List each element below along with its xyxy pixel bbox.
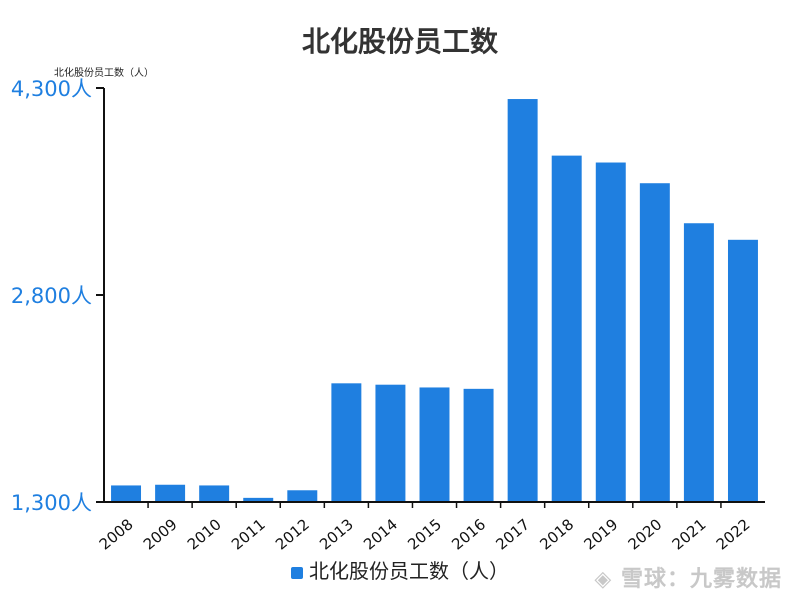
x-tick-label: 2016 <box>448 515 489 553</box>
chart-title: 北化股份员工数 <box>301 25 498 58</box>
bar-2018 <box>551 155 582 502</box>
x-tick-label: 2021 <box>669 515 710 553</box>
bar-2009 <box>155 484 186 502</box>
bar-2008 <box>111 485 142 502</box>
x-tick-label: 2017 <box>492 515 533 553</box>
y-tick-label: 2,800人 <box>11 284 92 308</box>
y-axis-unit-label: 北化股份员工数（人） <box>54 68 154 79</box>
legend: 北化股份员工数（人） <box>0 555 800 584</box>
bar-2013 <box>331 383 362 502</box>
bar-2011 <box>243 497 274 502</box>
x-tick-label: 2019 <box>581 515 622 553</box>
bar-2012 <box>287 490 318 502</box>
y-tick-label: 1,300人 <box>11 491 92 515</box>
x-tick-label: 2020 <box>625 515 666 553</box>
bar-2019 <box>595 162 626 502</box>
bar-2010 <box>199 485 230 502</box>
legend-label: 北化股份员工数（人） <box>309 559 509 583</box>
bar-2014 <box>375 384 406 502</box>
x-tick-label: 2022 <box>713 515 754 553</box>
x-tick-label: 2014 <box>360 515 401 553</box>
bar-2017 <box>507 99 538 502</box>
snowball-logo-icon: ◈ <box>594 567 613 592</box>
bar-2021 <box>683 223 714 503</box>
x-tick-label: 2013 <box>316 515 357 553</box>
legend-swatch <box>291 566 303 579</box>
y-tick-label: 4,300人 <box>11 77 92 101</box>
watermark-text: 雪球：九雾数据 <box>620 567 782 592</box>
x-tick-label: 2008 <box>96 515 137 553</box>
x-tick-label: 2011 <box>228 515 269 553</box>
x-tick-label: 2012 <box>272 515 313 553</box>
x-tick-label: 2015 <box>404 515 445 553</box>
bar-2015 <box>419 387 450 502</box>
x-tick-label: 2010 <box>184 515 225 553</box>
x-tick-label: 2009 <box>140 515 181 553</box>
bar-2016 <box>463 388 494 502</box>
bar-2022 <box>727 239 758 503</box>
bar-2020 <box>639 183 670 502</box>
x-tick-label: 2018 <box>536 515 577 553</box>
watermark: ◈ 雪球：九雾数据 <box>594 561 782 593</box>
